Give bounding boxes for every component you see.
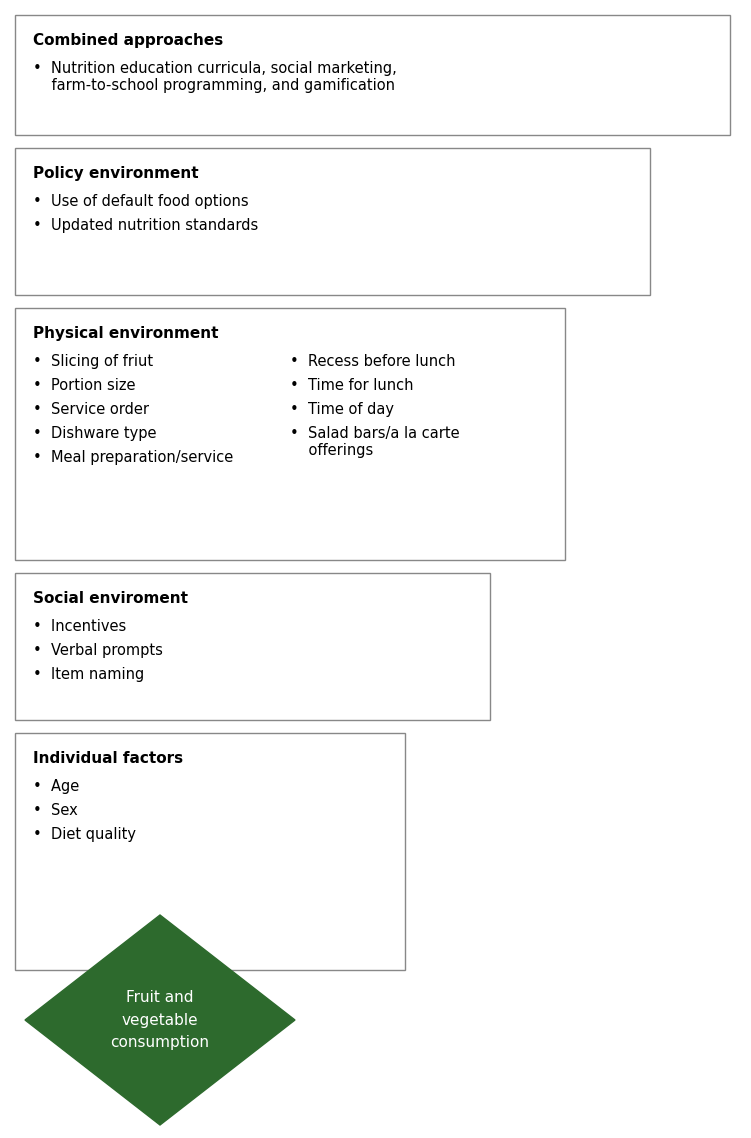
Text: Physical environment: Physical environment	[33, 325, 219, 341]
Text: •  Dishware type: • Dishware type	[33, 426, 156, 442]
Bar	[15, 148, 650, 295]
Text: •  Salad bars/a la carte
    offerings: • Salad bars/a la carte offerings	[290, 426, 460, 459]
Text: •  Nutrition education curricula, social marketing,
    farm-to-school programmi: • Nutrition education curricula, social …	[33, 61, 397, 93]
Text: Social enviroment: Social enviroment	[33, 591, 188, 607]
Text: •  Age: • Age	[33, 780, 80, 794]
Text: Individual factors: Individual factors	[33, 751, 183, 766]
Bar	[15, 733, 405, 970]
Text: •  Incentives: • Incentives	[33, 619, 126, 634]
Text: Combined approaches: Combined approaches	[33, 33, 223, 48]
Bar	[15, 308, 565, 560]
Text: •  Time for lunch: • Time for lunch	[290, 378, 414, 393]
Text: •  Service order: • Service order	[33, 402, 149, 417]
Text: •  Updated nutrition standards: • Updated nutrition standards	[33, 218, 258, 233]
Text: •  Portion size: • Portion size	[33, 378, 135, 393]
Text: •  Verbal prompts: • Verbal prompts	[33, 643, 163, 658]
Text: Policy environment: Policy environment	[33, 166, 198, 181]
Text: •  Diet quality: • Diet quality	[33, 827, 136, 842]
Text: •  Time of day: • Time of day	[290, 402, 394, 417]
Polygon shape	[25, 915, 295, 1125]
Text: •  Item naming: • Item naming	[33, 667, 144, 682]
Text: •  Use of default food options: • Use of default food options	[33, 193, 249, 209]
Text: •  Meal preparation/service: • Meal preparation/service	[33, 450, 234, 465]
Bar	[15, 574, 490, 720]
Text: Fruit and
vegetable
consumption: Fruit and vegetable consumption	[110, 990, 210, 1049]
Text: •  Recess before lunch: • Recess before lunch	[290, 354, 456, 369]
Text: •  Slicing of friut: • Slicing of friut	[33, 354, 153, 369]
Text: •  Sex: • Sex	[33, 803, 78, 818]
Bar	[15, 15, 730, 135]
